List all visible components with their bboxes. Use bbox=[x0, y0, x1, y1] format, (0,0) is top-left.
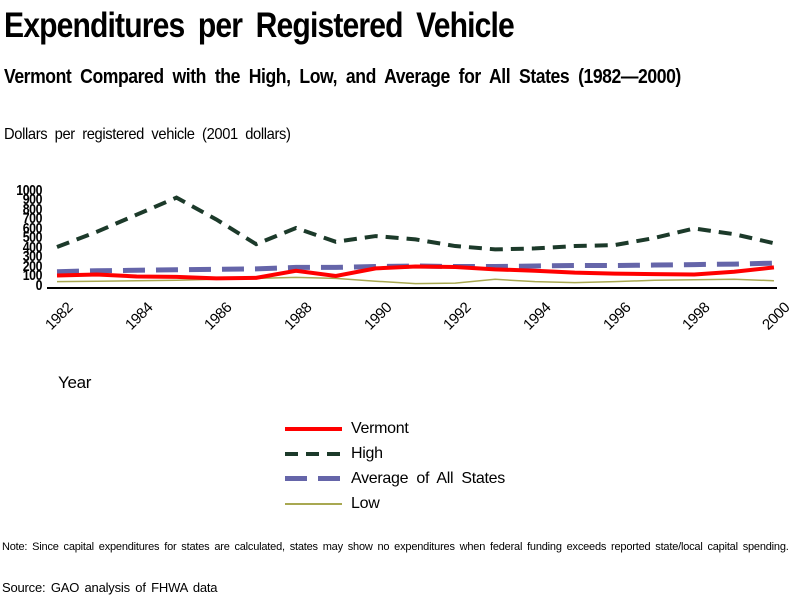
y-tick-label: 400 bbox=[22, 238, 43, 256]
page-title: Expenditures per Registered Vehicle bbox=[4, 6, 515, 45]
legend-label: Low bbox=[351, 494, 380, 512]
y-tick-label: 0 bbox=[35, 276, 43, 294]
y-tick-label: 100 bbox=[22, 267, 43, 284]
legend-row: Low bbox=[285, 491, 505, 516]
legend-swatch-high bbox=[285, 451, 342, 456]
legend-swatch-average-of-all-states bbox=[285, 476, 342, 481]
legend-row: Vermont bbox=[285, 416, 505, 441]
y-tick-label: 900 bbox=[22, 191, 43, 208]
x-axis-label: Year bbox=[58, 373, 92, 392]
series-line-low bbox=[56, 276, 774, 285]
y-tick-label: 1000 bbox=[16, 181, 42, 199]
legend-label: Vermont bbox=[351, 419, 409, 437]
series-line-high bbox=[56, 195, 775, 252]
y-axis-caption: Dollars per registered vehicle (2001 dol… bbox=[4, 126, 291, 143]
y-tick-label: 700 bbox=[22, 210, 43, 227]
y-tick-label: 200 bbox=[22, 257, 43, 275]
legend-swatch-low bbox=[285, 502, 342, 505]
note-text: Note: Since capital expenditures for sta… bbox=[2, 541, 789, 553]
legend-label: Average of All States bbox=[351, 469, 505, 487]
y-tick-label: 300 bbox=[22, 248, 43, 265]
series-line-average-of-all-states bbox=[56, 260, 774, 275]
chart-subtitle: Vermont Compared with the High, Low, and… bbox=[4, 66, 681, 88]
y-tick-label: 800 bbox=[22, 200, 43, 218]
legend-row: Average of All States bbox=[285, 466, 505, 491]
y-tick-label: 600 bbox=[22, 219, 43, 237]
y-tick-label: 500 bbox=[22, 229, 43, 246]
legend-row: High bbox=[285, 441, 505, 466]
source-text: Source: GAO analysis of FHWA data bbox=[2, 580, 218, 595]
legend: Vermont High Average of All States Low bbox=[285, 416, 505, 516]
legend-label: High bbox=[351, 444, 383, 462]
legend-swatch-vermont bbox=[285, 426, 342, 431]
series-line-vermont bbox=[56, 264, 775, 281]
